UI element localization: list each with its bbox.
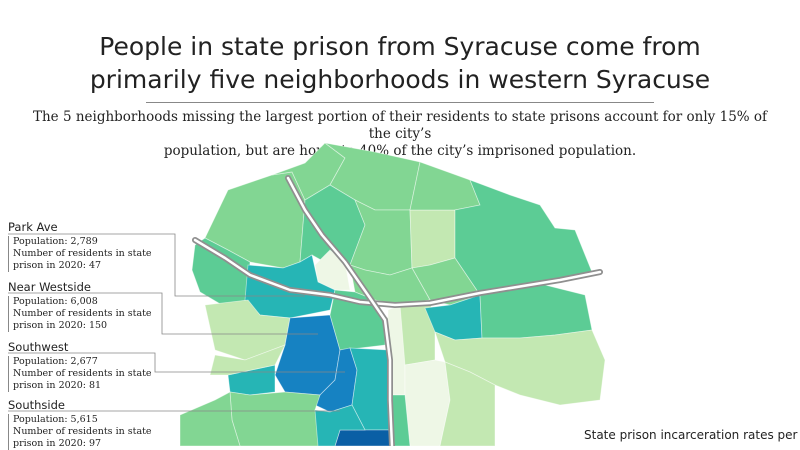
callout-southside-prison-count: prison in 2020: 97 — [13, 438, 102, 449]
leader-near-westside — [8, 292, 318, 335]
subtitle: The 5 neighborhoods missing the largest … — [20, 109, 780, 160]
leader-southwest — [8, 352, 345, 373]
neighborhood-north-6 — [409, 161, 481, 211]
callout-park-ave-name: Park Ave — [8, 220, 58, 234]
callout-southwest-population: Population: 2,677 — [13, 356, 98, 367]
callout-southside-residents-label: Number of residents in state — [13, 426, 152, 437]
callout-near-westside-residents-label: Number of residents in state — [13, 308, 152, 319]
callout-park-ave-prison-count: prison in 2020: 47 — [13, 260, 102, 271]
callout-southside-name: Southside — [8, 398, 65, 412]
title-divider — [146, 102, 654, 103]
neighborhood-southeast-4 — [439, 361, 496, 446]
callout-southwest-prison-count: prison in 2020: 81 — [13, 380, 102, 391]
callout-southside: Southside Population: 5,615 Number of re… — [8, 398, 168, 450]
neighborhood-west-4 — [209, 344, 286, 376]
callout-near-westside-population: Population: 6,008 — [13, 296, 98, 307]
leader-park-ave — [8, 233, 305, 297]
legend-title: State prison incarceration rates per — [584, 428, 798, 442]
neighborhood-south-dark — [334, 429, 393, 446]
neighborhood-north-5 — [409, 209, 456, 269]
callout-southwest: Southwest Population: 2,677 Number of re… — [8, 340, 168, 392]
subtitle-line-2: population, but are home to 40% of the c… — [163, 143, 637, 159]
callout-near-westside: Near Westside Population: 6,008 Number o… — [8, 280, 168, 332]
neighborhood-southwest-far — [179, 391, 241, 446]
subtitle-line-1: The 5 neighborhoods missing the largest … — [32, 109, 768, 142]
title-line-2: primarily five neighborhoods in western … — [89, 65, 711, 94]
callout-southwest-residents-label: Number of residents in state — [13, 368, 152, 379]
callout-near-westside-name: Near Westside — [8, 280, 91, 294]
callout-park-ave-population: Population: 2,789 — [13, 236, 98, 247]
callout-park-ave-residents-label: Number of residents in state — [13, 248, 152, 259]
callout-near-westside-prison-count: prison in 2020: 150 — [13, 320, 108, 331]
page-title: People in state prison from Syracuse com… — [0, 30, 800, 96]
callout-southwest-name: Southwest — [8, 340, 69, 354]
callout-southside-population: Population: 5,615 — [13, 414, 98, 425]
callout-park-ave: Park Ave Population: 2,789 Number of res… — [8, 220, 168, 272]
title-line-1: People in state prison from Syracuse com… — [99, 32, 701, 61]
